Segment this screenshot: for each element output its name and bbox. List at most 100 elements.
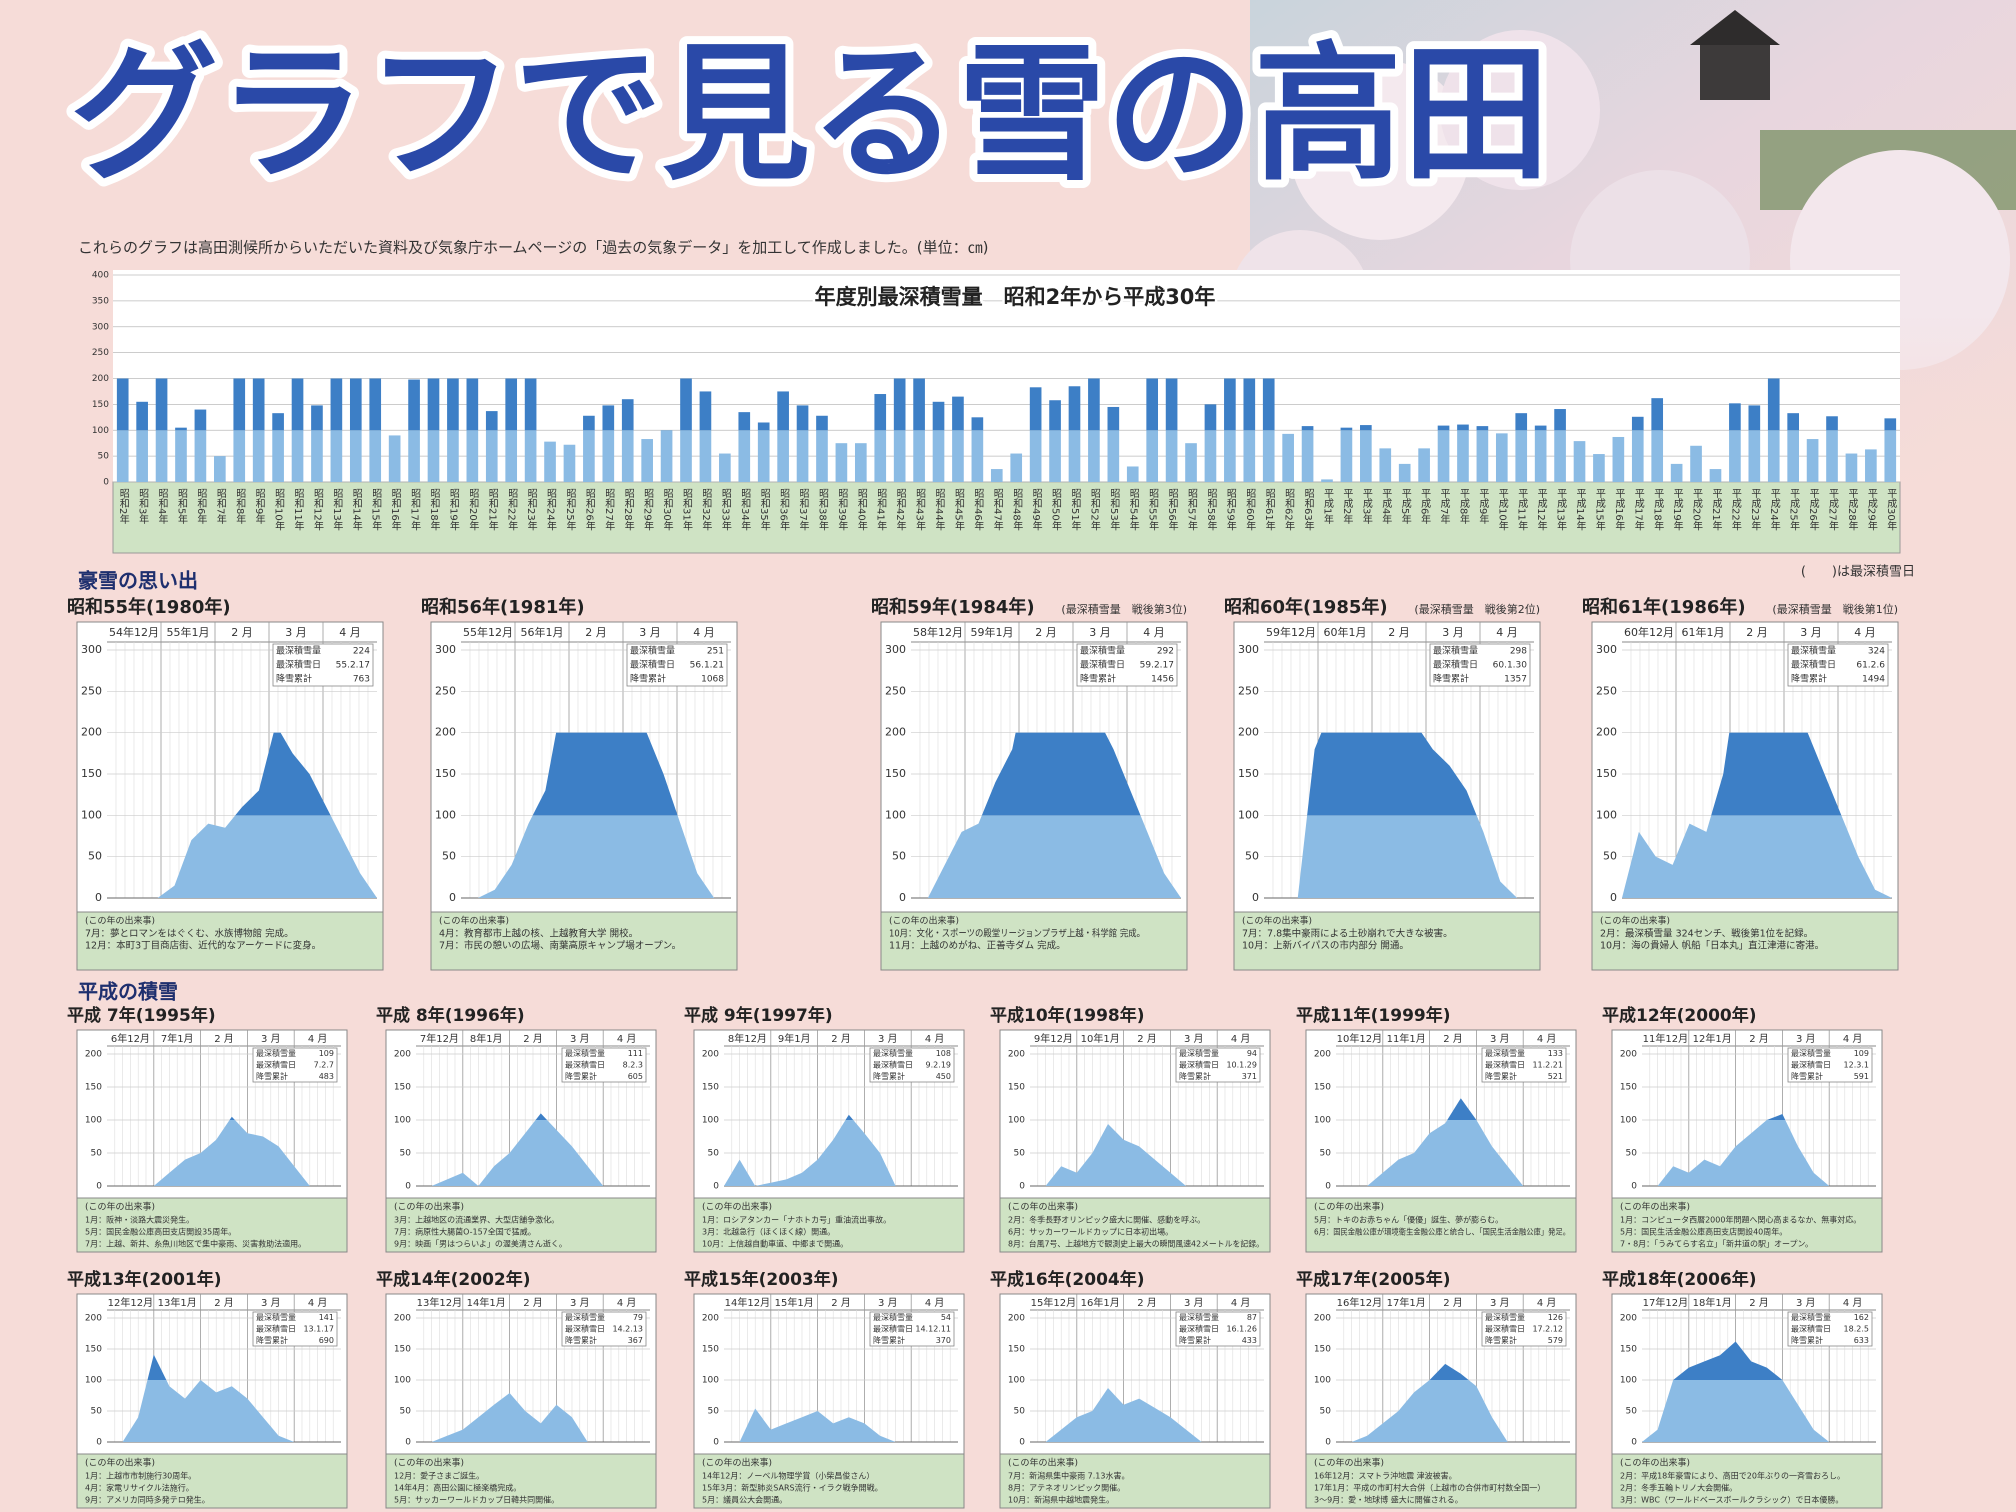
bar-segment [1379, 448, 1392, 482]
stat-value: 14.2.13 [612, 1325, 643, 1334]
event: 10月：文化・スポーツの殿堂リージョンプラザ上越・科学館 完成。 [889, 928, 1145, 940]
y-tick-label: 50 [892, 850, 906, 863]
bar-segment [1845, 453, 1858, 482]
stat-label: 最深積雪量 [1433, 645, 1478, 657]
x-tick-label: 昭和11年 [292, 488, 304, 532]
bar-segment [932, 430, 945, 482]
bar [1534, 425, 1547, 482]
panel-title: 昭和56年(1981年) [421, 596, 585, 618]
bar-segment [1126, 466, 1139, 482]
events-box [76, 911, 384, 971]
bar-segment [1243, 430, 1256, 482]
month-label: 3 月 [639, 626, 661, 639]
y-tick-label: 100 [1620, 1116, 1637, 1126]
y-tick-label: 100 [394, 1116, 411, 1126]
y-tick-label: 200 [1008, 1314, 1025, 1324]
bar-segment [874, 430, 887, 482]
stat-label: 最深積雪日 [873, 1060, 913, 1070]
panel-title: 平成11年(1999年) [1296, 1005, 1451, 1026]
stat-label: 最深積雪量 [873, 1312, 913, 1322]
bar [1748, 405, 1761, 482]
stats-box [869, 1311, 955, 1347]
stat-value: 61.2.6 [1856, 661, 1885, 671]
bar [1282, 433, 1294, 482]
panel-title: 昭和55年(1980年) [67, 596, 231, 618]
event: 12月：愛子さまご誕生。 [394, 1471, 484, 1481]
stat-value: 16.1.26 [1226, 1325, 1257, 1334]
stat-label: 最深積雪日 [1791, 659, 1836, 671]
bar-segment [1146, 378, 1159, 431]
y-tick-label: 100 [394, 1376, 411, 1386]
bar [719, 453, 731, 482]
bar [583, 415, 595, 482]
y-tick-label: 50 [1320, 1149, 1332, 1159]
stats-box [252, 1311, 338, 1347]
month-label: 4 月 [617, 1297, 637, 1309]
stat-label: 最深積雪量 [565, 1312, 605, 1322]
event: 2月：冬季長野オリンピック盛大に開催、感動を呼ぶ。 [1008, 1215, 1205, 1225]
bar-segment [602, 430, 615, 482]
stat-value: 8.2.3 [623, 1061, 643, 1070]
stat-label: 最深積雪量 [1791, 1048, 1831, 1058]
panel-title: 平成14年(2002年) [376, 1269, 531, 1290]
y-tick-label: 50 [1245, 850, 1259, 863]
bar-segment [1826, 416, 1838, 431]
bar-segment [893, 378, 906, 431]
month-label: 4 月 [1854, 626, 1876, 639]
y-tick-label: 200 [92, 374, 109, 384]
stat-value: 370 [936, 1336, 951, 1345]
stat-label: 降雪累計 [276, 673, 312, 685]
event: 3月：北越急行（ほくほく線）開通。 [702, 1227, 835, 1237]
stat-label: 最深積雪量 [256, 1048, 296, 1058]
month-label: 4 月 [1537, 1297, 1557, 1309]
x-tick-label: 昭和27年 [603, 488, 615, 532]
month-label: 55年12月 [463, 625, 513, 639]
events-heading: (この年の出来事) [1314, 1201, 1384, 1213]
month-label: 2 月 [1443, 1297, 1463, 1309]
stat-value: 109 [319, 1049, 334, 1058]
month-label: 4 月 [925, 1297, 945, 1309]
month-label: 4 月 [1537, 1033, 1557, 1045]
bar [466, 378, 479, 482]
bar [1398, 463, 1411, 482]
x-tick-label: 昭和15年 [370, 488, 382, 532]
bar-segment [447, 378, 459, 431]
x-tick-label: 昭和51年 [1069, 488, 1081, 532]
bar-segment [330, 430, 343, 482]
y-tick-label: 200 [85, 1050, 102, 1060]
bar-segment [1631, 430, 1644, 482]
bar-segment [1010, 453, 1023, 482]
y-tick-label: 150 [1314, 1083, 1331, 1093]
snow-area [1642, 1341, 1876, 1442]
bar [1107, 406, 1120, 482]
bar [1126, 466, 1139, 482]
stat-value: 13.1.17 [303, 1325, 334, 1334]
event: 5月：国民金融公庫高田支店開設35周年。 [85, 1227, 236, 1237]
bar [1884, 418, 1897, 482]
bar [252, 378, 265, 482]
events-heading: (この年の出来事) [85, 1201, 155, 1213]
y-tick-label: 50 [708, 1149, 720, 1159]
bar-segment [1515, 413, 1528, 431]
x-tick-label: 平成26年 [1807, 488, 1819, 532]
bar [1845, 453, 1858, 482]
bar-segment [1729, 403, 1741, 431]
event: 7月：市民の憩いの広場、南葉高原キャンプ場オープン。 [439, 940, 681, 952]
event: 9月：映画「男はつらいよ」の渥美清さん逝く。 [394, 1239, 567, 1249]
stat-label: 最深積雪日 [1485, 1060, 1525, 1070]
panel-rank: (最深積雪量 戦後第2位) [1414, 602, 1540, 616]
x-tick-label: 昭和13年 [331, 488, 343, 532]
stat-label: 降雪累計 [565, 1335, 597, 1345]
y-tick-label: 200 [1314, 1050, 1331, 1060]
y-tick-label: 200 [394, 1314, 411, 1324]
area-band [535, 1113, 548, 1120]
events-heading: (この年の出来事) [889, 915, 959, 927]
bar [1340, 427, 1353, 482]
x-tick-label: 昭和32年 [700, 488, 712, 532]
bar-segment [447, 430, 459, 482]
y-tick-label: 150 [1596, 767, 1617, 780]
x-tick-label: 昭和44年 [933, 488, 945, 532]
stat-value: 111 [628, 1049, 643, 1058]
stat-label: 最深積雪日 [1433, 659, 1478, 671]
y-tick-label: 0 [713, 1182, 719, 1192]
